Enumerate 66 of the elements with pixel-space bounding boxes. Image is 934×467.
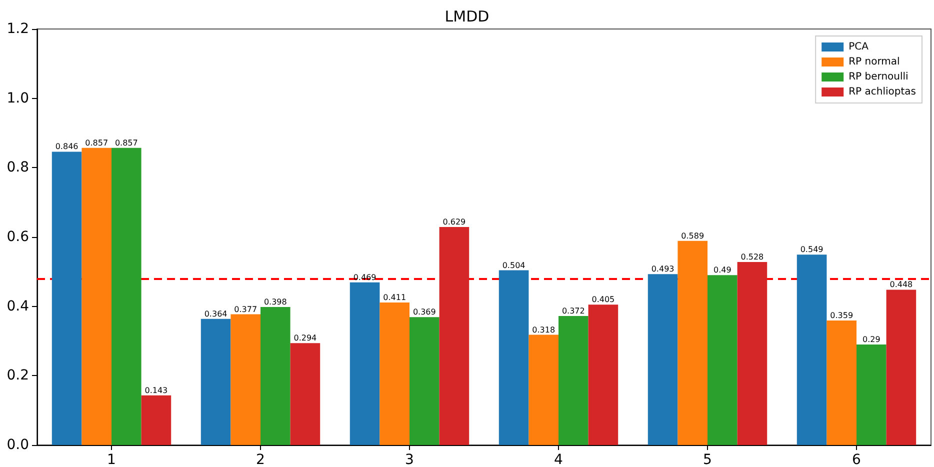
legend-label: RP bernoulli xyxy=(848,72,908,82)
bar xyxy=(112,148,142,445)
y-tick-label: 0.8 xyxy=(6,160,29,176)
bar xyxy=(588,304,618,445)
bar xyxy=(260,307,290,445)
x-tick-label: 4 xyxy=(554,452,564,467)
data-label: 0.49 xyxy=(713,266,732,275)
bar xyxy=(200,318,231,445)
data-label: 0.359 xyxy=(830,311,854,320)
chart-title: LMDD xyxy=(444,8,490,26)
data-label: 0.411 xyxy=(383,293,406,302)
data-label: 0.372 xyxy=(562,306,585,316)
y-tick-label: 0.4 xyxy=(6,298,30,314)
data-label: 0.398 xyxy=(264,298,287,307)
bar xyxy=(230,314,260,445)
y-tick-label: 1.0 xyxy=(6,90,29,106)
data-label: 0.405 xyxy=(592,295,615,304)
data-label: 0.143 xyxy=(144,386,168,395)
bar xyxy=(380,302,410,445)
bar xyxy=(82,148,112,445)
data-label: 0.448 xyxy=(890,280,913,290)
bar xyxy=(886,290,916,445)
y-tick-label: 0.2 xyxy=(6,368,29,384)
data-label: 0.857 xyxy=(85,138,108,148)
data-label: 0.469 xyxy=(353,272,376,282)
data-label: 0.528 xyxy=(740,252,764,262)
bar xyxy=(826,320,856,445)
bar xyxy=(410,317,440,445)
bar xyxy=(856,344,886,445)
data-label: 0.589 xyxy=(681,231,704,240)
data-label: 0.294 xyxy=(294,334,317,343)
bar xyxy=(141,395,172,445)
y-tick-label: 0.0 xyxy=(6,437,29,453)
data-label: 0.29 xyxy=(862,334,880,344)
bar xyxy=(528,334,558,445)
data-label: 0.364 xyxy=(204,309,228,318)
x-tick-label: 5 xyxy=(703,452,712,467)
bar xyxy=(708,275,738,445)
bar xyxy=(498,270,529,445)
bar xyxy=(439,226,470,445)
bar xyxy=(52,152,82,445)
legend-label: PCA xyxy=(848,42,869,52)
bar xyxy=(678,240,708,445)
x-tick-label: 3 xyxy=(405,452,414,467)
bar xyxy=(350,282,380,445)
data-label: 0.504 xyxy=(502,260,526,270)
bar xyxy=(558,316,588,445)
bar xyxy=(737,262,768,445)
data-label: 0.377 xyxy=(234,304,258,314)
bar xyxy=(648,274,678,445)
data-label: 0.846 xyxy=(55,142,78,152)
data-label: 0.629 xyxy=(442,217,466,226)
y-tick-label: 1.2 xyxy=(6,21,29,37)
bar xyxy=(796,254,827,445)
data-label: 0.493 xyxy=(651,264,674,274)
legend-label: RP normal xyxy=(848,56,900,68)
x-tick-label: 1 xyxy=(107,452,116,467)
data-label: 0.318 xyxy=(532,325,556,334)
x-tick-label: 2 xyxy=(256,452,265,467)
x-tick-label: 6 xyxy=(852,452,862,467)
bar xyxy=(290,343,320,445)
legend-label: RP achlioptas xyxy=(848,86,916,98)
data-label: 0.549 xyxy=(800,245,824,254)
y-tick-label: 0.6 xyxy=(6,229,30,245)
data-label: 0.857 xyxy=(114,138,138,148)
data-label: 0.369 xyxy=(412,308,436,317)
